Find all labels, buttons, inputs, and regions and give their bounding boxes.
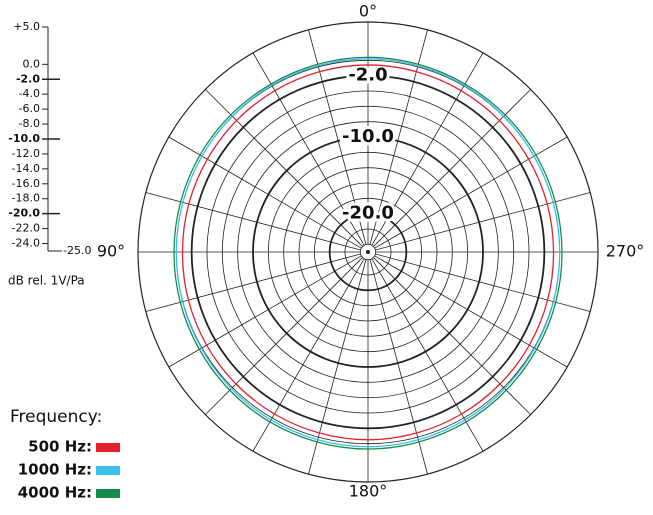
polar-ring-label: -20.0 <box>342 203 394 224</box>
grid-circle <box>252 136 484 368</box>
spoke <box>145 192 361 251</box>
scale-tick-label: +5.0 <box>13 20 40 33</box>
scale-tick-label: -18.0 <box>12 192 40 205</box>
scale-tick-label: -14.0 <box>12 162 40 175</box>
angle-label: 90° <box>97 242 125 261</box>
scale-tick-label: -24.0 <box>12 237 40 250</box>
spoke <box>371 258 484 452</box>
spoke <box>168 136 362 249</box>
grid-circle <box>359 243 377 261</box>
response-curve <box>175 58 561 448</box>
legend-label: 4000 Hz: <box>18 484 92 502</box>
angle-label: 0° <box>359 2 377 21</box>
spoke <box>145 253 361 312</box>
spoke <box>369 259 428 475</box>
spoke <box>375 253 591 312</box>
spoke <box>375 192 591 251</box>
grid-circle <box>267 151 469 353</box>
scale-tick-label: -8.0 <box>19 117 40 130</box>
grid-circle <box>221 105 515 399</box>
legend-swatch <box>96 466 120 475</box>
scale-tick-label: -12.0 <box>12 147 40 160</box>
scale-tick-label: -2.0 <box>16 72 40 85</box>
scale-tick-label: -10.0 <box>8 132 40 145</box>
spoke <box>205 257 363 415</box>
spoke <box>252 258 365 452</box>
scale-tick-label: -6.0 <box>19 102 40 115</box>
scale-tick-label: -22.0 <box>12 222 40 235</box>
polar-ring-label: -10.0 <box>342 126 394 147</box>
spoke <box>373 257 531 415</box>
scale-tick-label: -20.0 <box>8 207 40 220</box>
legend-swatch <box>96 489 120 498</box>
grid-circle <box>283 167 453 337</box>
center <box>366 250 370 254</box>
spoke <box>205 89 363 247</box>
scale-tick-label: 0.0 <box>23 57 41 70</box>
legend-title: Frequency: <box>10 407 102 427</box>
grid-circle <box>137 21 599 483</box>
scale-tick-label: -4.0 <box>19 87 40 100</box>
legend-label: 500 Hz: <box>28 438 92 456</box>
axis-label: dB rel. 1V/Pa <box>8 274 85 288</box>
scale-tick-label: -16.0 <box>12 177 40 190</box>
legend-swatch <box>96 443 120 452</box>
spoke <box>374 136 568 249</box>
polar-ring-label: -2.0 <box>348 65 387 86</box>
response-curve <box>173 56 563 450</box>
spoke <box>308 259 367 475</box>
scale-tick-label: -25.0 <box>63 244 91 257</box>
grid-circle <box>298 182 438 322</box>
response-curve <box>181 64 555 441</box>
legend-label: 1000 Hz: <box>18 461 92 479</box>
grid-circle <box>206 90 530 414</box>
grid-circle <box>344 228 392 276</box>
angle-label: 270° <box>606 242 645 261</box>
grid-circle <box>313 197 423 307</box>
angle-label: 180° <box>349 482 388 501</box>
grid-circle <box>328 212 408 292</box>
grid-circle <box>237 121 499 383</box>
spoke <box>373 89 531 247</box>
grid-circle <box>190 74 546 430</box>
